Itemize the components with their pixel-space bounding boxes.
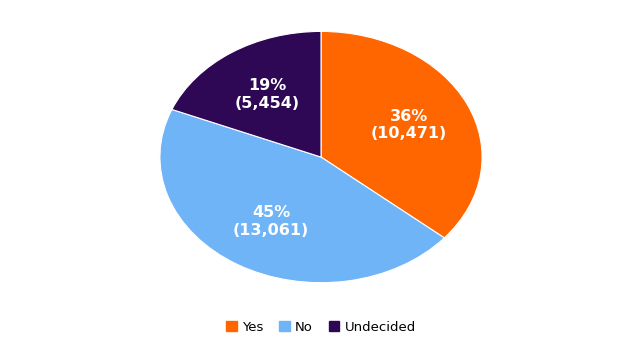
Text: 45%
(13,061): 45% (13,061) (233, 205, 309, 238)
Wedge shape (160, 110, 444, 283)
Legend: Yes, No, Undecided: Yes, No, Undecided (221, 315, 421, 339)
Text: 36%
(10,471): 36% (10,471) (370, 109, 447, 141)
Text: 19%
(5,454): 19% (5,454) (234, 78, 300, 111)
Wedge shape (172, 31, 321, 157)
Wedge shape (321, 31, 482, 238)
